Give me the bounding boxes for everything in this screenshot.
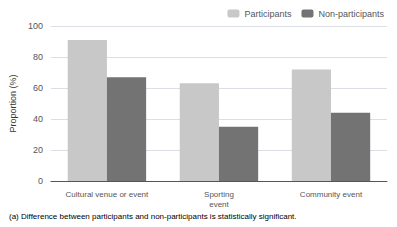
svg-text:Sporting: Sporting (204, 190, 234, 199)
svg-text:40: 40 (33, 114, 43, 124)
svg-text:0: 0 (38, 176, 43, 186)
svg-text:60: 60 (33, 83, 43, 93)
svg-text:Community event: Community event (300, 190, 363, 199)
svg-text:(a) Difference between partici: (a) Difference between participants and … (9, 212, 297, 221)
svg-text:100: 100 (28, 21, 43, 31)
svg-text:20: 20 (33, 145, 43, 155)
svg-text:Proportion (%): Proportion (%) (8, 74, 18, 132)
svg-text:Participants: Participants (244, 9, 292, 19)
svg-text:Cultural venue or event: Cultural venue or event (66, 190, 149, 199)
svg-text:80: 80 (33, 52, 43, 62)
svg-text:event: event (209, 200, 229, 209)
svg-text:Non-participants: Non-participants (318, 9, 384, 19)
